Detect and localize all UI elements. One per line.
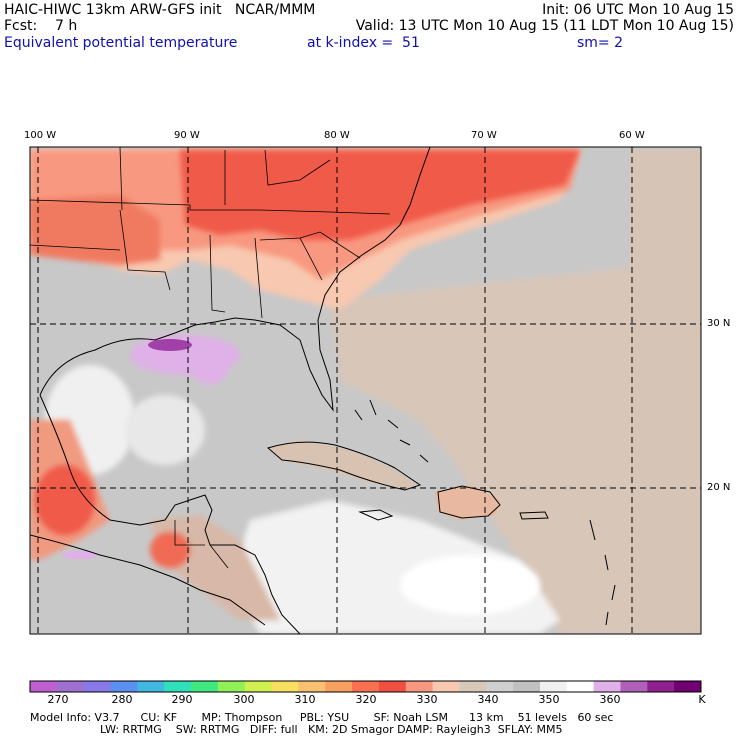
colorbar-swatch: [486, 681, 514, 692]
state-borders: [30, 147, 391, 569]
colorbar-swatch: [674, 681, 702, 692]
model-info-line2: LW: RRTMG SW: RRTMG DIFF: full KM: 2D Sm…: [100, 723, 563, 736]
colorbar-frame: [29, 680, 702, 693]
colorbar-swatch: [217, 681, 246, 692]
lon-label-90w: 90 W: [174, 130, 200, 141]
field-name: Equivalent potential temperature: [4, 35, 238, 51]
colorbar-swatch: [593, 681, 621, 692]
colorbar-swatch: [513, 681, 541, 692]
lat-label-20n: 20 N: [707, 482, 731, 493]
colorbar-swatch: [191, 681, 219, 692]
field-shading: [30, 147, 701, 634]
colorbar-swatch: [432, 681, 460, 692]
colorbar-swatch: [83, 681, 112, 692]
colorbar-swatch: [164, 681, 192, 692]
graticule: [30, 147, 701, 634]
colorbar-swatch: [56, 681, 85, 692]
colorbar-label-320: 320: [355, 693, 377, 706]
colorbar-swatch: [352, 681, 380, 692]
colorbar-swatch: [405, 681, 434, 692]
model-title: HAIC-HIWC 13km ARW-GFS init NCAR/MMM: [4, 2, 316, 18]
map-frame: [29, 146, 702, 635]
colorbar-unit: K: [698, 693, 706, 706]
colorbar-swatch: [244, 681, 273, 692]
colorbar-label-300: 300: [233, 693, 255, 706]
colorbar-label-340: 340: [477, 693, 499, 706]
colorbar-label-280: 280: [111, 693, 133, 706]
colorbar-swatch: [620, 681, 648, 692]
forecast-hour: Fcst: 7 h: [4, 18, 78, 34]
colorbar-swatch: [137, 681, 165, 692]
colorbar-label-310: 310: [294, 693, 316, 706]
colorbar-label-350: 350: [538, 693, 560, 706]
lat-label-30n: 30 N: [707, 318, 731, 329]
colorbar-label-360: 360: [599, 693, 621, 706]
coastlines: [30, 147, 616, 634]
colorbar: [29, 680, 702, 693]
colorbar-swatch: [325, 681, 353, 692]
colorbar-swatch: [30, 681, 58, 692]
lon-label-70w: 70 W: [471, 130, 497, 141]
colorbar-swatch: [539, 681, 568, 692]
colorbar-label-330: 330: [416, 693, 438, 706]
valid-time: Valid: 13 UTC Mon 10 Aug 15 (11 LDT Mon …: [355, 18, 734, 34]
level-info: at k-index = 51: [307, 35, 420, 51]
colorbar-swatch: [110, 681, 138, 692]
lon-label-80w: 80 W: [324, 130, 350, 141]
colorbar-label-290: 290: [171, 693, 193, 706]
colorbar-swatch: [459, 681, 487, 692]
colorbar-swatch: [647, 681, 675, 692]
model-info-line1: Model Info: V3.7 CU: KF MP: Thompson PBL…: [30, 711, 614, 724]
lon-label-100w: 100 W: [24, 130, 57, 141]
init-time: Init: 06 UTC Mon 10 Aug 15: [542, 2, 734, 18]
lon-label-60w: 60 W: [619, 130, 645, 141]
colorbar-swatch: [566, 681, 595, 692]
colorbar-swatch: [271, 681, 299, 692]
smoothing-info: sm= 2: [577, 35, 624, 51]
colorbar-label-270: 270: [47, 693, 69, 706]
colorbar-swatch: [298, 681, 326, 692]
colorbar-swatch: [378, 681, 407, 692]
